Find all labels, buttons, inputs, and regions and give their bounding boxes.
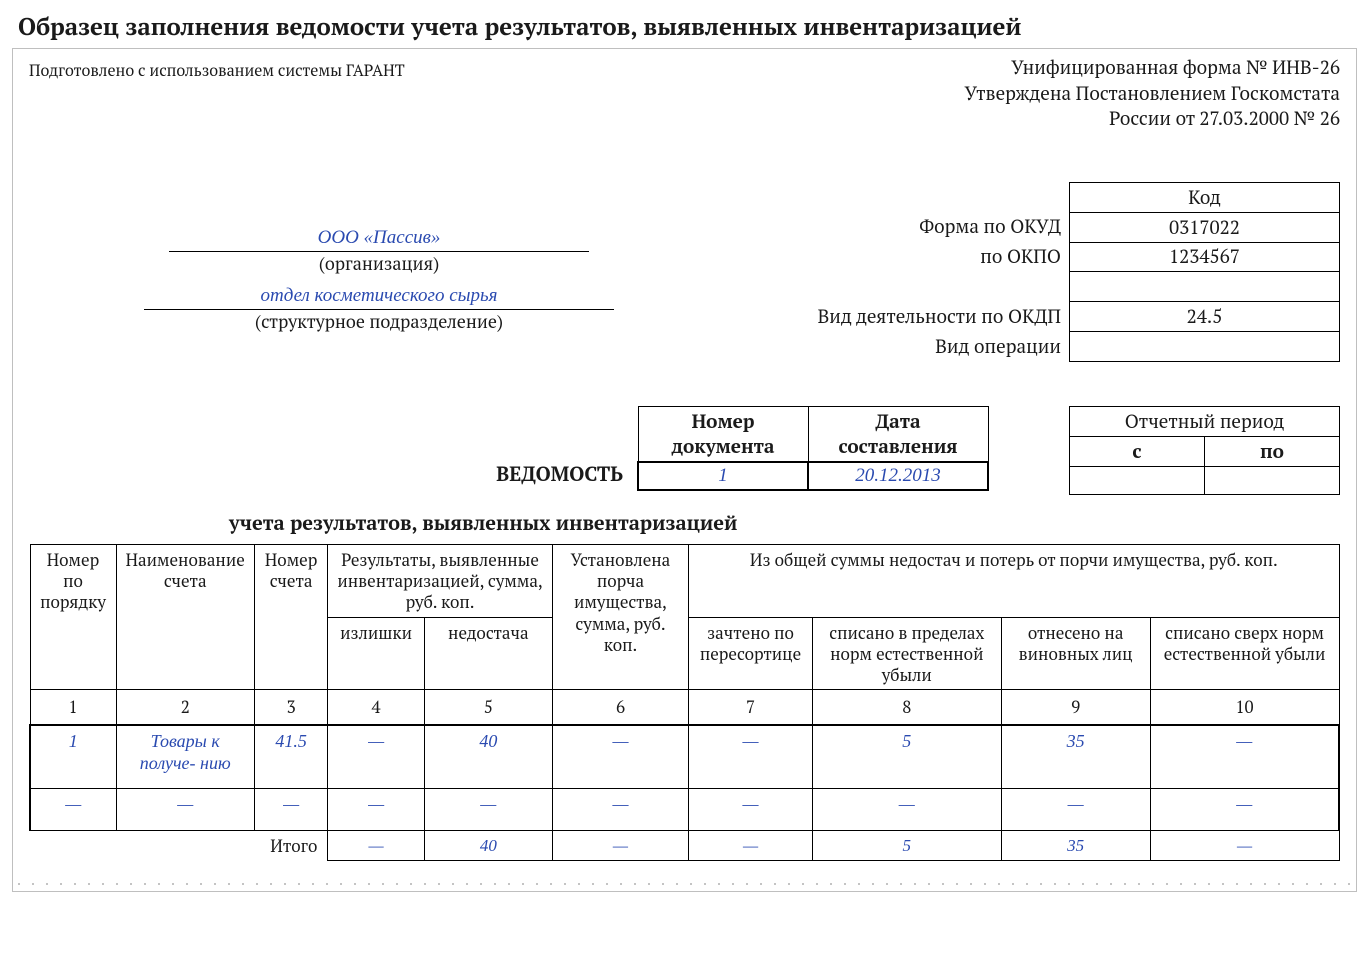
colnum-10: 10 (1150, 690, 1339, 725)
okpo-value: 1234567 (1070, 242, 1340, 272)
th-c6: Установлена порча имущества, сумма, руб.… (552, 544, 688, 690)
r1c7: — (689, 789, 813, 831)
organization-label: (организация) (29, 252, 729, 276)
okdp-value: 24.5 (1070, 302, 1340, 332)
doc-date-label: Дата составления (808, 406, 988, 462)
period-from-value (1070, 466, 1205, 494)
th-c710: Из общей суммы недостач и потерь от порч… (689, 544, 1339, 617)
colnum-9: 9 (1001, 690, 1150, 725)
th-c10: списано сверх норм естественной убыли (1150, 617, 1339, 690)
okud-value: 0317022 (1070, 212, 1340, 242)
r0c3: 41.5 (254, 725, 327, 789)
r1c9: — (1001, 789, 1150, 831)
r1c1: — (30, 789, 116, 831)
r0c4: — (328, 725, 424, 789)
empty-code-label (818, 272, 1061, 302)
organization-value: ООО «Пассив» (169, 228, 589, 252)
tot-c10: — (1150, 831, 1339, 861)
codes-header: Код (1070, 182, 1340, 212)
approval-line1: Унифицированная форма № ИНВ-26 (965, 55, 1340, 81)
doc-number-label: Номер документа (638, 406, 808, 462)
th-c2: Наименование счета (116, 544, 254, 690)
period-to-label: по (1205, 436, 1340, 466)
colnum-2: 2 (116, 690, 254, 725)
vedomost-label: ВЕДОМОСТЬ (496, 460, 637, 491)
form-sheet: Подготовлено с использованием системы ГА… (12, 48, 1357, 892)
r1c4: — (328, 789, 424, 831)
organization-block: ООО «Пассив» (организация) отдел космети… (29, 182, 729, 362)
colnum-1: 1 (30, 690, 116, 725)
colnum-8: 8 (812, 690, 1001, 725)
tot-c8: 5 (812, 831, 1001, 861)
r1c2: — (116, 789, 254, 831)
tot-c6: — (552, 831, 688, 861)
subtitle: учета результатов, выявленных инвентариз… (229, 509, 1340, 536)
colnum-6: 6 (552, 690, 688, 725)
department-value: отдел косметического сырья (144, 286, 614, 310)
tot-c5: 40 (424, 831, 552, 861)
tot-c9: 35 (1001, 831, 1150, 861)
operation-label: Вид операции (818, 332, 1061, 362)
th-c3: Номер счета (254, 544, 327, 690)
okdp-label: Вид деятельности по ОКДП (818, 302, 1061, 332)
r0c1: 1 (30, 725, 116, 789)
th-c1: Номер по порядку (30, 544, 116, 690)
r0c8: 5 (812, 725, 1001, 789)
period-from-label: с (1070, 436, 1205, 466)
doc-number-value: 1 (638, 462, 808, 490)
garant-note: Подготовлено с использованием системы ГА… (29, 59, 405, 81)
r0c5: 40 (424, 725, 552, 789)
approval-line3: России от 27.03.2000 № 26 (965, 106, 1340, 132)
page-title: Образец заполнения ведомости учета резул… (0, 0, 1369, 48)
tot-c7: — (689, 831, 813, 861)
empty-code-value (1070, 272, 1340, 302)
r1c5: — (424, 789, 552, 831)
r1c8: — (812, 789, 1001, 831)
r0c2: Товары к получе- нию (116, 725, 254, 789)
th-c45: Результаты, выявленные инвентаризацией, … (328, 544, 552, 617)
th-c7: зачтено по пересортице (689, 617, 813, 690)
approval-line2: Утверждена Постановлением Госкомстата (965, 81, 1340, 107)
okud-label: Форма по ОКУД (818, 212, 1061, 242)
tot-c4: — (328, 831, 424, 861)
r0c7: — (689, 725, 813, 789)
doc-number-date-table: Номер документа Дата составления 1 20.12… (637, 406, 989, 491)
okpo-label: по ОКПО (818, 242, 1061, 272)
form-approval: Унифицированная форма № ИНВ-26 Утвержден… (965, 55, 1340, 132)
total-label: Итого (254, 831, 327, 861)
operation-value (1070, 332, 1340, 362)
r1c6: — (552, 789, 688, 831)
th-c5: недостача (424, 617, 552, 690)
codes-table: Код 0317022 1234567 24.5 (1069, 182, 1340, 362)
period-to-value (1205, 466, 1340, 494)
department-label: (структурное подразделение) (29, 310, 729, 334)
th-c9: отнесено на виновных лиц (1001, 617, 1150, 690)
colnum-5: 5 (424, 690, 552, 725)
period-header: Отчетный период (1070, 406, 1340, 436)
th-c4: излишки (328, 617, 424, 690)
r0c9: 35 (1001, 725, 1150, 789)
codes-block: Форма по ОКУД по ОКПО Вид деятельности п… (729, 182, 1340, 362)
period-table: Отчетный период с по (1069, 406, 1340, 495)
doc-date-value: 20.12.2013 (808, 462, 988, 490)
r1c10: — (1150, 789, 1339, 831)
th-c8: списано в пределах норм естественной убы… (812, 617, 1001, 690)
colnum-4: 4 (328, 690, 424, 725)
r1c3: — (254, 789, 327, 831)
colnum-7: 7 (689, 690, 813, 725)
main-table: Номер по порядку Наименование счета Номе… (29, 544, 1340, 862)
r0c10: — (1150, 725, 1339, 789)
colnum-3: 3 (254, 690, 327, 725)
r0c6: — (552, 725, 688, 789)
